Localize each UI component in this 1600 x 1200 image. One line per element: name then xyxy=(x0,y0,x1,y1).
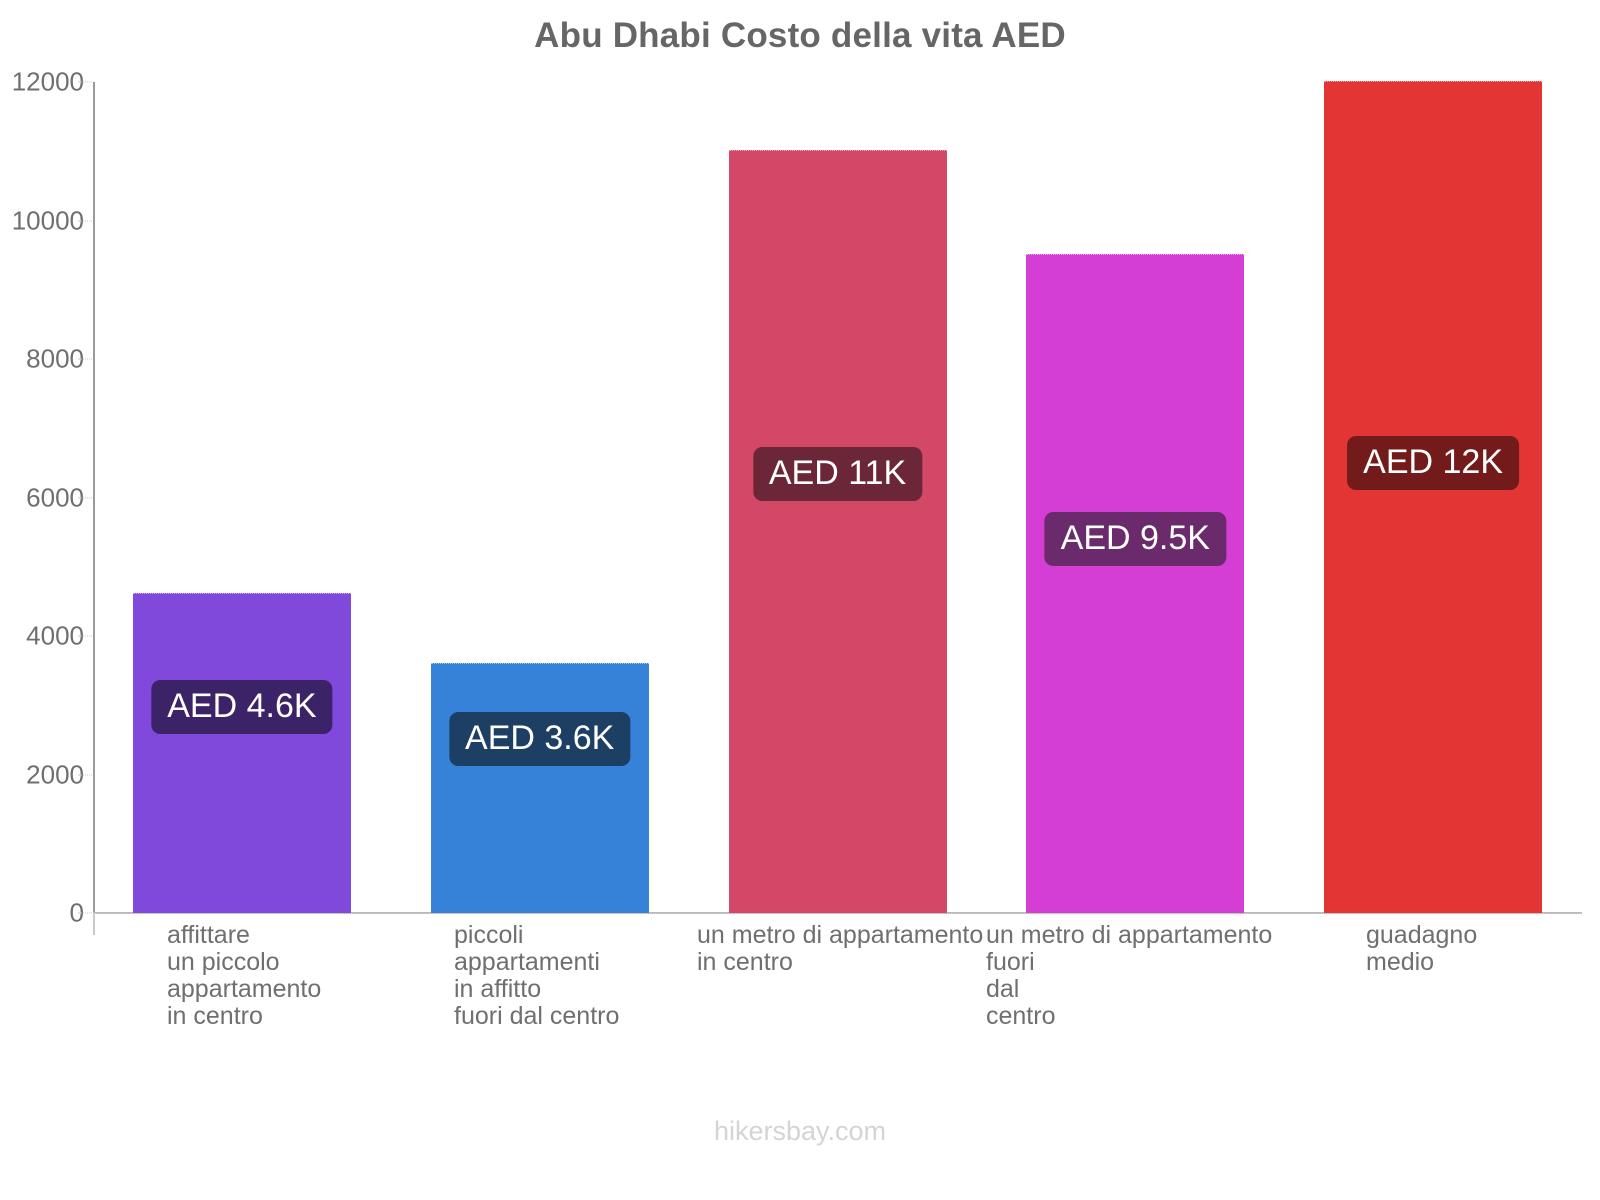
y-tick-label: 2000 xyxy=(26,759,84,789)
y-tick-label: 12000 xyxy=(11,66,84,97)
bar[interactable] xyxy=(728,150,947,913)
bar-value-label: AED 3.6K xyxy=(449,712,631,766)
bar-value-label: AED 9.5K xyxy=(1044,512,1226,566)
bar[interactable] xyxy=(1026,254,1245,913)
x-axis-label: un metro di appartamento fuori dal centr… xyxy=(986,921,1273,1030)
y-tick-mark xyxy=(78,912,92,914)
x-axis-label: guadagno medio xyxy=(1366,921,1478,976)
baseline-gridline xyxy=(93,913,1582,914)
y-tick-mark xyxy=(78,358,92,360)
y-axis-stub xyxy=(93,913,95,935)
y-tick-mark xyxy=(78,81,92,83)
bar[interactable] xyxy=(132,593,351,913)
y-tick-mark xyxy=(78,635,92,637)
y-tick-mark xyxy=(78,220,92,221)
y-tick-label: 8000 xyxy=(26,343,84,374)
bar[interactable] xyxy=(430,662,649,913)
y-tick-label: 10000 xyxy=(11,205,84,235)
y-tick-mark xyxy=(78,497,92,498)
y-tick-label: 4000 xyxy=(26,620,84,651)
bar-value-label: AED 11K xyxy=(752,447,923,501)
plot-area: AED 4.6K AED 3.6K AED 11K AED 9.5K AED 12K xyxy=(93,81,1582,914)
y-tick-label: 6000 xyxy=(26,482,84,512)
bar[interactable] xyxy=(1324,81,1543,913)
chart-title: Abu Dhabi Costo della vita AED xyxy=(534,16,1066,55)
bar-value-label: AED 12K xyxy=(1347,436,1520,490)
x-axis-label: un metro di appartamento in centro xyxy=(697,921,984,976)
bar-value-label: AED 4.6K xyxy=(151,680,333,734)
y-axis-line xyxy=(93,82,95,913)
footer-watermark: hikersbay.com xyxy=(713,1116,887,1146)
x-axis-label: piccoli appartamenti in affitto fuori da… xyxy=(454,921,620,1030)
x-axis-label: affittare un piccolo appartamento in cen… xyxy=(167,921,322,1030)
y-tick-mark xyxy=(78,774,92,775)
y-tick-label: 0 xyxy=(69,897,84,928)
